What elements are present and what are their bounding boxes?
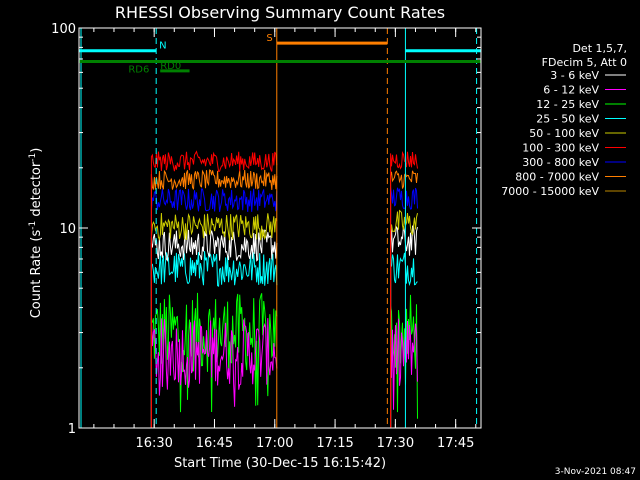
legend-header: Det 1,5,7, xyxy=(572,42,627,55)
x-tick-label: 16:45 xyxy=(196,436,233,451)
legend-header: FDecim 5, Att 0 xyxy=(542,56,627,69)
legend-label: 3 - 6 keV xyxy=(550,69,599,82)
chart-title: RHESSI Observing Summary Count Rates xyxy=(115,3,445,22)
y-axis-label-mid: detector xyxy=(29,161,44,221)
legend-label: 12 - 25 keV xyxy=(536,98,599,111)
data-layer xyxy=(150,150,418,428)
x-tick-label: 17:15 xyxy=(316,436,353,451)
series-trace xyxy=(390,252,418,428)
y-axis-label-sup2: -1 xyxy=(28,153,38,162)
series-trace xyxy=(150,169,278,428)
axis-layer: 16:30 16:45 17:00 17:15 17:30 17:45 1 10 100 xyxy=(51,22,482,451)
y-axis-label-main: Count Rate (s xyxy=(29,230,44,319)
legend: Det 1,5,7,FDecim 5, Att 03 - 6 keV 6 - 12… xyxy=(501,42,627,198)
x-axis-label: Start Time (30-Dec-15 16:15:42) xyxy=(174,456,386,471)
y-tick-label: 10 xyxy=(59,222,76,237)
x-tick-label: 16:30 xyxy=(135,436,172,451)
y-axis-label-sup1: -1 xyxy=(28,221,38,230)
series-trace xyxy=(390,318,418,428)
marker-label: RD6 xyxy=(128,64,149,75)
x-tick-label: 17:30 xyxy=(377,436,414,451)
svg-text:Count Rate (s-1 detector-1): Count Rate (s-1 detector-1) xyxy=(28,148,44,319)
legend-label: 300 - 800 keV xyxy=(522,156,599,169)
series-trace xyxy=(390,209,418,428)
series-trace xyxy=(150,292,278,428)
legend-label: 7000 - 15000 keV xyxy=(501,185,599,198)
series-trace xyxy=(150,251,278,428)
x-tick-label: 17:45 xyxy=(437,436,474,451)
marker-label: N xyxy=(159,41,166,52)
y-axis-label-end: ) xyxy=(29,148,44,153)
series-trace xyxy=(150,318,278,428)
y-axis-label: Count Rate (s-1 detector-1) xyxy=(28,148,44,319)
legend-label: 25 - 50 keV xyxy=(536,113,599,126)
series-trace xyxy=(390,187,418,428)
timestamp: 3-Nov-2021 08:47 xyxy=(555,467,636,477)
legend-label: 800 - 7000 keV xyxy=(515,171,599,184)
legend-label: 100 - 300 keV xyxy=(522,142,599,155)
series-trace xyxy=(390,150,418,428)
series-trace xyxy=(150,150,278,428)
legend-label: 50 - 100 keV xyxy=(529,127,599,140)
y-tick-label: 1 xyxy=(68,422,76,437)
marker-label: S xyxy=(266,33,272,44)
series-trace xyxy=(150,212,278,428)
marker-label: RD0 xyxy=(160,61,181,72)
series-trace xyxy=(390,170,418,428)
legend-label: 6 - 12 keV xyxy=(543,84,599,97)
series-trace xyxy=(150,188,278,428)
series-trace xyxy=(150,229,278,428)
y-tick-label: 100 xyxy=(51,22,76,37)
x-tick-label: 17:00 xyxy=(256,436,293,451)
